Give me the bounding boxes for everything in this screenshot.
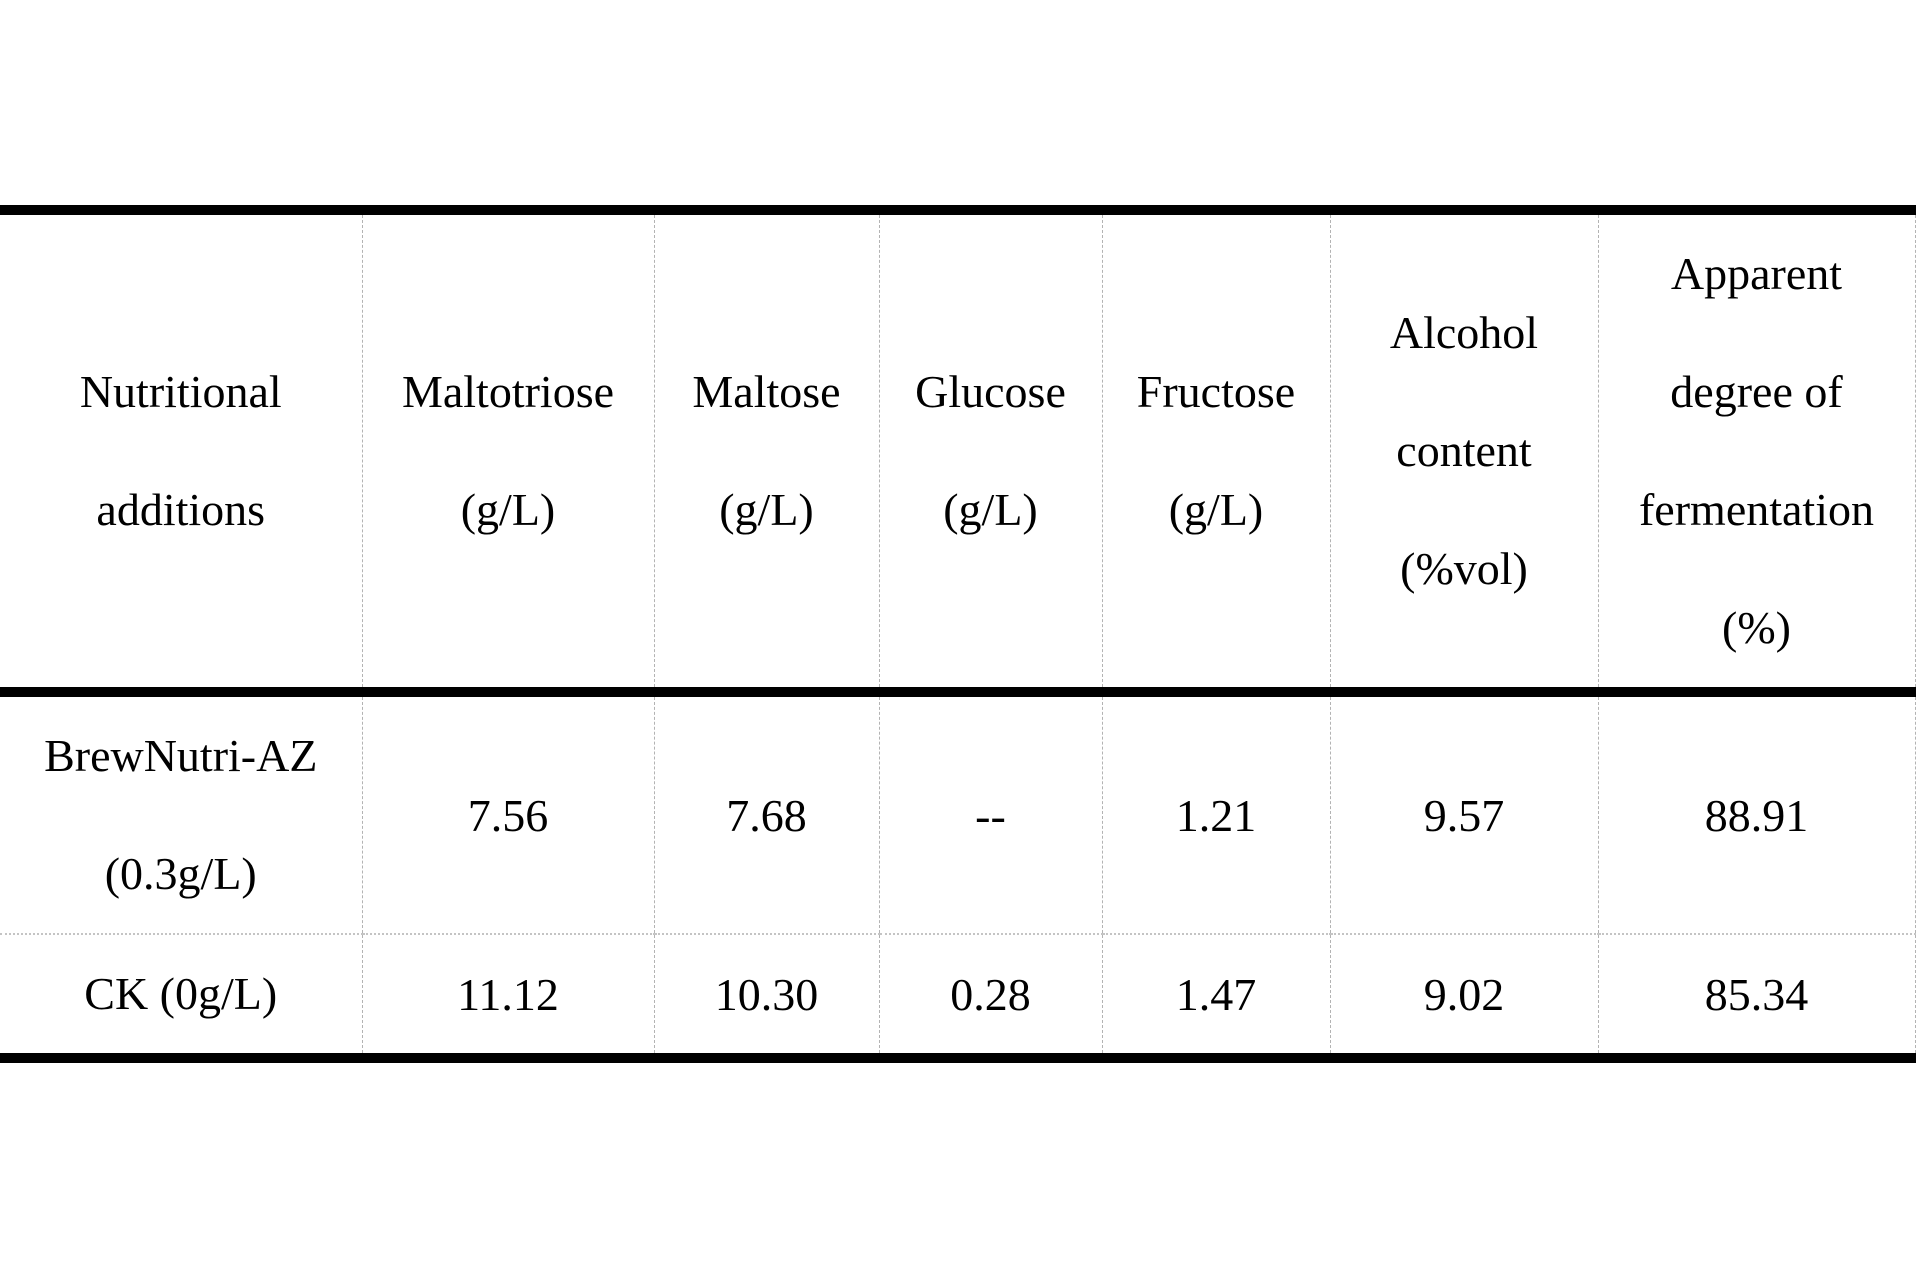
table-row-brewnutri-az: BrewNutri-AZ (0.3g/L) 7.56 7.68 -- 1.21 … <box>0 692 1916 935</box>
row-label-line: BrewNutri-AZ <box>44 730 318 781</box>
cell-fructose-value: 1.21 <box>1101 692 1331 935</box>
header-row: Nutritional additions Maltotriose (g/L) … <box>0 210 1916 697</box>
header-alcohol-content: Alcohol content (%vol) <box>1329 210 1599 697</box>
row-label-brewnutri-az: BrewNutri-AZ (0.3g/L) <box>0 692 363 935</box>
header-line: Fructose <box>1136 366 1296 417</box>
cell-alcohol-content-value: 9.57 <box>1329 692 1599 935</box>
cell-maltose-value: 10.30 <box>653 934 880 1058</box>
cell-maltose-value: 7.68 <box>653 692 880 935</box>
cell-apparent-degree-value: 88.91 <box>1597 692 1916 935</box>
header-line: Glucose <box>915 366 1066 417</box>
cell-maltotriose-value: 11.12 <box>361 934 655 1058</box>
header-line: (g/L) <box>460 484 556 535</box>
header-glucose: Glucose (g/L) <box>878 210 1103 697</box>
row-label-line: CK (0g/L) <box>84 968 278 1019</box>
fermentation-results-table: Nutritional additions Maltotriose (g/L) … <box>0 205 1916 1063</box>
header-line: (%vol) <box>1400 543 1528 594</box>
header-line: Apparent <box>1670 248 1843 299</box>
header-line: (g/L) <box>943 484 1038 535</box>
row-label-line: (0.3g/L) <box>104 848 257 899</box>
header-fructose: Fructose (g/L) <box>1101 210 1331 697</box>
header-line: Maltose <box>692 366 841 417</box>
header-nutritional-additions: Nutritional additions <box>0 210 363 697</box>
cell-glucose-value: -- <box>878 692 1103 935</box>
table-row-ck: CK (0g/L) 11.12 10.30 0.28 1.47 9.02 85.… <box>0 934 1916 1058</box>
cell-glucose-value: 0.28 <box>878 934 1103 1058</box>
header-apparent-degree-of-fermentation: Apparent degree of fermentation (%) <box>1597 210 1916 697</box>
header-line: Alcohol <box>1389 307 1539 358</box>
cell-maltotriose-value: 7.56 <box>361 692 655 935</box>
header-line: fermentation <box>1638 484 1874 535</box>
header-maltotriose: Maltotriose (g/L) <box>361 210 655 697</box>
cell-apparent-degree-value: 85.34 <box>1597 934 1916 1058</box>
header-line: Maltotriose <box>401 366 615 417</box>
header-line: (%) <box>1722 602 1791 653</box>
header-line: content <box>1396 425 1532 476</box>
header-line: (g/L) <box>1168 484 1264 535</box>
header-line: Nutritional <box>79 366 282 417</box>
cell-alcohol-content-value: 9.02 <box>1329 934 1599 1058</box>
header-line: degree of <box>1670 366 1843 417</box>
cell-fructose-value: 1.47 <box>1101 934 1331 1058</box>
row-label-ck: CK (0g/L) <box>0 934 363 1058</box>
header-line: additions <box>96 484 266 535</box>
header-line: (g/L) <box>719 484 814 535</box>
header-maltose: Maltose (g/L) <box>653 210 880 697</box>
